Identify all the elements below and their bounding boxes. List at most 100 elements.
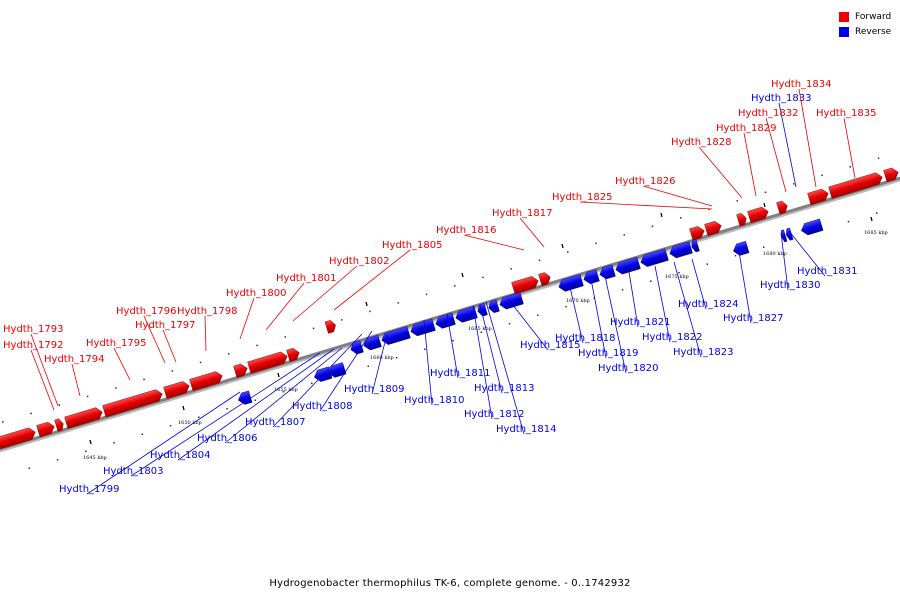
gene-label: Hydth_1829 [716,123,777,134]
forward-gene-arrow [36,421,55,438]
leader-line [319,330,373,412]
forward-gene-arrow [883,167,899,183]
gene-label: Hydth_1804 [150,450,211,461]
legend: Forward Reverse [839,10,891,40]
tick-label: 1665 kbp [468,326,492,332]
gene-arrows [0,167,899,450]
gene-label: Hydth_1800 [226,288,287,299]
forward-gene-arrow [189,371,223,392]
gene-label: Hydth_1802 [329,256,390,267]
legend-forward-label: Forward [855,12,892,22]
gene-label: Hydth_1806 [197,433,258,444]
legend-reverse-label: Reverse [855,27,892,37]
gene-label: Hydth_1826 [615,176,676,187]
gene-label: Hydth_1827 [723,313,784,324]
leader-line [265,282,305,331]
reverse-gene-arrow [733,240,750,256]
gene-label: Hydth_1822 [642,332,703,343]
forward-gene-arrow [747,206,769,224]
gene-label: Hydth_1793 [3,324,64,335]
leader-line [423,319,433,406]
leader-line [654,265,671,343]
gene-label: Hydth_1818 [555,333,616,344]
tick-label: 1685 kbp [864,230,888,236]
reverse-gene-arrow [238,390,253,405]
label-leader-lines [30,88,856,495]
forward-gene-arrow [689,226,705,241]
gene-label: Hydth_1796 [116,306,177,317]
gene-label: Hydth_1817 [492,208,553,219]
gene-label: Hydth_1810 [404,395,465,406]
leader-line [798,88,817,188]
gene-label: Hydth_1809 [344,384,405,395]
reverse-gene-arrow [328,362,347,378]
gene-label: Hydth_1812 [464,409,525,420]
leader-line [508,299,549,351]
gene-label: Hydth_1834 [771,79,832,90]
gene-labels: Hydth_1793 Hydth_1792 Hydth_1794 Hydth_1795… [3,79,877,495]
leader-line [371,333,388,395]
gene-label: Hydth_1820 [598,363,659,374]
leader-line [519,217,545,248]
gene-label: Hydth_1811 [430,368,491,379]
leader-line [673,261,702,358]
gene-label: Hydth_1815 [520,340,581,351]
leader-line [843,117,856,179]
forward-gene-arrow [0,427,36,450]
reverse-gene-arrow [488,299,500,313]
reverse-gene-arrow [583,269,600,285]
forward-gene-arrow [163,381,190,399]
leader-line [642,185,713,207]
leader-line [177,348,335,461]
leader-line [113,347,131,381]
reverse-gene-arrow [669,241,693,259]
gene-label: Hydth_1797 [135,320,196,331]
gene-label: Hydth_1805 [382,240,443,251]
gene-label: Hydth_1814 [496,424,557,435]
leader-line [204,315,207,352]
gene-label: Hydth_1794 [44,354,105,365]
tick-label: 1670 kbp [566,298,590,304]
reverse-gene-arrow [615,256,641,275]
tick-label: 1660 kbp [370,355,394,361]
leader-line [239,297,255,340]
tick-label: 1650 kbp [178,420,202,426]
gene-label: Hydth_1833 [751,93,812,104]
leader-line [737,245,752,324]
leader-line [590,278,607,359]
gene-label: Hydth_1816 [436,225,497,236]
forward-gene-arrow [286,347,300,362]
forward-gene-arrow [776,200,788,215]
forward-gene-arrow [807,188,829,206]
leader-line [788,230,826,277]
forward-gene-arrow [828,172,883,199]
figure-caption: Hydrogenobacter thermophilus TK-6, compl… [269,578,631,589]
forward-gene-arrow [324,320,336,334]
reverse-gene-arrow [381,326,411,345]
gene-label: Hydth_1792 [3,340,64,351]
leader-line [778,102,797,188]
legend-reverse: Reverse [839,25,891,39]
gene-label: Hydth_1830 [760,280,821,291]
legend-forward: Forward [839,10,891,24]
leader-line [479,304,503,394]
forward-swatch [839,12,849,22]
reverse-gene-arrow [781,229,788,243]
forward-gene-arrow [736,213,747,227]
gene-label: Hydth_1831 [797,266,858,277]
leader-line [604,275,627,374]
reverse-gene-arrow [350,340,364,355]
reverse-gene-arrow [801,218,824,236]
reverse-gene-arrow [786,227,794,241]
forward-gene-arrow [538,272,551,287]
gene-label: Hydth_1825 [552,192,613,203]
leader-line [292,265,358,322]
gene-label: Hydth_1799 [59,484,120,495]
gene-label: Hydth_1824 [678,299,739,310]
leader-line [579,201,713,210]
gene-label: Hydth_1821 [610,317,671,328]
leader-line [446,313,459,379]
gene-label: Hydth_1819 [578,348,639,359]
tick-label: 1655 kbp [274,387,298,393]
